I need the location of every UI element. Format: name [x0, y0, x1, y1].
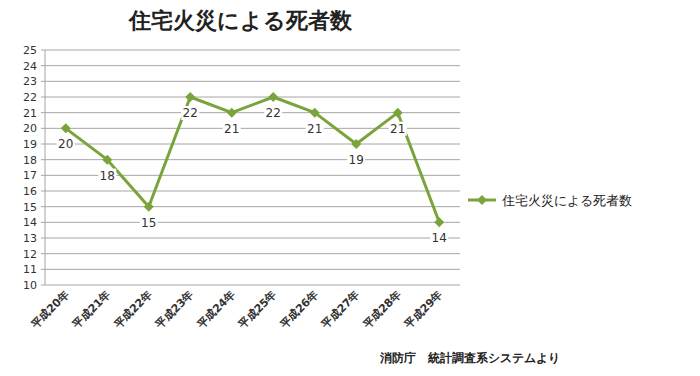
legend-label: 住宅火災による死者数: [501, 193, 632, 208]
tick-mark: [41, 128, 45, 129]
y-axis: [45, 50, 46, 285]
data-point: [393, 108, 403, 118]
grid-line: [45, 65, 460, 66]
x-tick-label: 平成27年: [318, 288, 362, 332]
data-point: [227, 108, 237, 118]
data-label: 22: [183, 106, 198, 120]
tick-mark: [41, 65, 45, 66]
label-patch: [389, 122, 407, 136]
x-tick-label: 平成26年: [277, 288, 321, 332]
title: 住宅火災による死者数: [128, 8, 353, 33]
label-patch: [347, 153, 365, 167]
y-tick-label: 19: [23, 138, 37, 151]
chart: 住宅火災による死者数 10 11 12 13 14 15 16 17 18 19 20 21 22 23 24…: [0, 0, 700, 376]
x-tick-label: 平成20年: [28, 288, 72, 332]
label-patch: [264, 106, 282, 120]
y-tick-label: 15: [23, 201, 37, 214]
data-point: [185, 92, 195, 102]
data-label: 21: [390, 122, 405, 136]
grid-line: [45, 50, 460, 51]
label-patch: [98, 169, 116, 183]
data-label: 19: [349, 153, 364, 167]
x-tick-label: 平成25年: [235, 288, 279, 332]
marks: [61, 92, 445, 227]
tick-mark: [41, 285, 45, 286]
y-tick-label: 21: [23, 107, 37, 120]
label-patch: [57, 137, 75, 151]
grid-line: [45, 285, 460, 286]
x-tick-label: 平成22年: [111, 288, 155, 332]
tick-mark: [41, 112, 45, 113]
data-point: [310, 108, 320, 118]
label-patch: [306, 122, 324, 136]
y-tick-label: 11: [23, 263, 37, 276]
y-tick-label: 24: [23, 60, 37, 73]
x-tick-label: 平成28年: [360, 288, 404, 332]
tick-mark: [41, 206, 45, 207]
tick-mark: [41, 81, 45, 82]
data-label: 21: [224, 122, 239, 136]
data-label: 18: [100, 169, 115, 183]
y-tick-label: 18: [23, 154, 37, 167]
data-point: [268, 92, 278, 102]
grid-line: [45, 206, 460, 207]
x-tick-label: 平成29年: [401, 288, 445, 332]
label-patch: [181, 106, 199, 120]
tick-mark: [41, 222, 45, 223]
x-tick-label: 平成23年: [152, 288, 196, 332]
y-tick-label: 20: [23, 122, 37, 135]
grid-line: [45, 238, 460, 239]
y-tick-label: 17: [23, 169, 37, 182]
label-patch: [223, 122, 241, 136]
data-label: 14: [432, 231, 447, 245]
data-point: [434, 217, 444, 227]
tick-mark: [41, 238, 45, 239]
y-tick-label: 10: [23, 279, 37, 292]
tick-mark: [41, 144, 45, 145]
grid-line: [45, 191, 460, 192]
data-label: 22: [266, 106, 281, 120]
y-tick-label: 23: [23, 75, 37, 88]
grid-line: [45, 81, 460, 82]
data-label: 15: [141, 216, 156, 230]
grid-line: [45, 97, 460, 98]
tick-mark: [41, 253, 45, 254]
data-point: [102, 155, 112, 165]
tick-mark: [41, 191, 45, 192]
y-tick-label: 22: [23, 91, 37, 104]
data-label: 20: [58, 137, 73, 151]
legend-marker: [477, 195, 487, 205]
tick-mark: [41, 50, 45, 51]
data-labels: 20 18 15 22 21 22 21 19 21 14: [57, 106, 449, 245]
tick-mark: [41, 97, 45, 98]
series-line: [66, 97, 440, 222]
tick-mark: [41, 175, 45, 176]
grid-line: [45, 144, 460, 145]
grid-line: [45, 269, 460, 270]
tick-mark: [41, 269, 45, 270]
grid-line: [45, 253, 460, 254]
x-tick-label: 平成24年: [194, 288, 238, 332]
y-tick-label: 12: [23, 248, 37, 261]
label-patch: [430, 231, 448, 245]
source: 消防庁 統計調査系システムより: [379, 351, 560, 365]
data-point: [144, 202, 154, 212]
y-tick-label: 14: [23, 216, 37, 229]
tick-mark: [41, 159, 45, 160]
data-label: 21: [307, 122, 322, 136]
x-tick-label: 平成21年: [69, 288, 113, 332]
y-tick-label: 25: [23, 44, 37, 57]
y-tick-label: 13: [23, 232, 37, 245]
data-point: [61, 123, 71, 133]
label-patch: [140, 216, 158, 230]
grid-line: [45, 222, 460, 223]
data-point: [351, 139, 361, 149]
y-tick-label: 16: [23, 185, 37, 198]
